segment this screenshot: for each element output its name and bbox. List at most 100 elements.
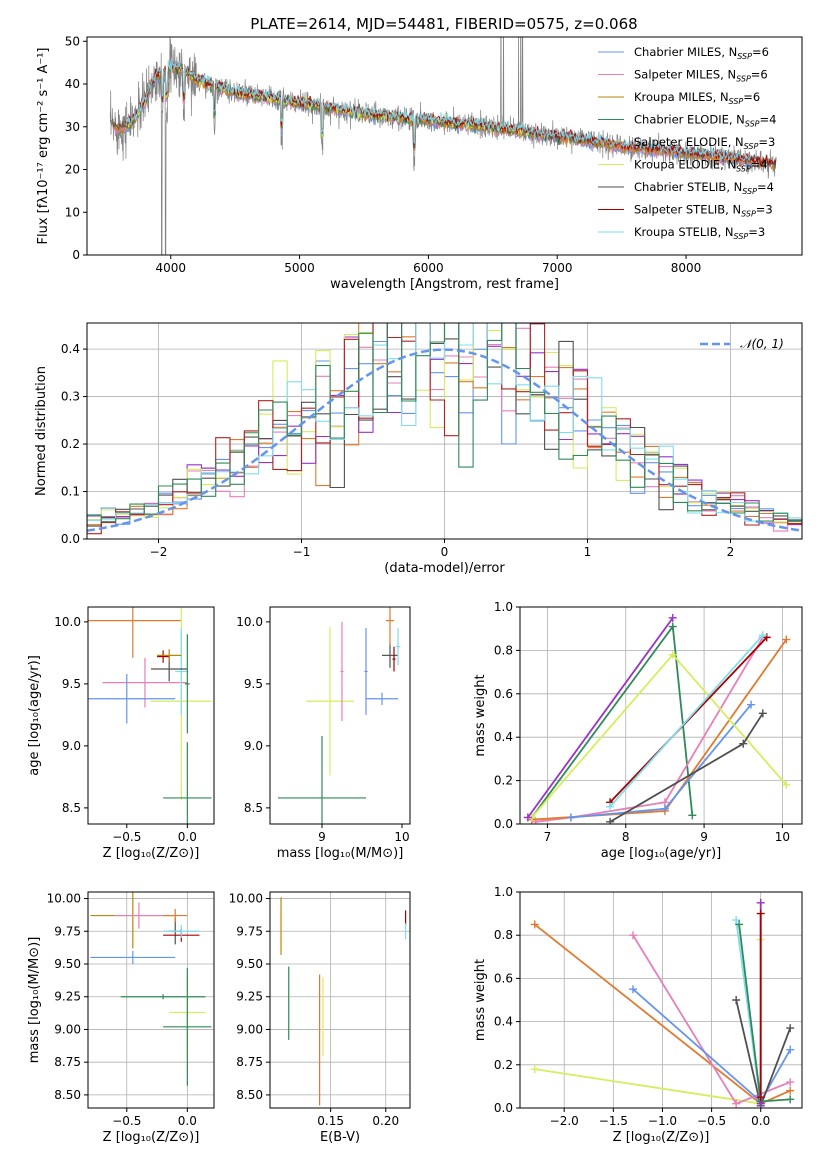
y-tick-label: 0.0 bbox=[61, 532, 80, 546]
x-tick-label: 0.0 bbox=[178, 1114, 197, 1128]
y-tick-label: 50 bbox=[65, 34, 80, 48]
legend-label-main: Chabrier STELIB, N bbox=[634, 180, 742, 194]
x-tick-label: 8 bbox=[622, 830, 630, 844]
axes-frame bbox=[269, 606, 411, 825]
histogram-series bbox=[87, 323, 802, 523]
weight-lines bbox=[530, 898, 795, 1108]
legend-label: Chabrier STELIB, NSSP=4 bbox=[634, 180, 774, 196]
y-tick-label: 30 bbox=[65, 120, 80, 134]
x-tick-label: 10 bbox=[394, 830, 409, 844]
weight-point-marker bbox=[786, 1095, 795, 1104]
y-tick-label: 8.75 bbox=[54, 1055, 81, 1069]
x-tick-label: −0.5 bbox=[112, 1114, 141, 1128]
x-axis-label: age [log₁₀(age/yr)] bbox=[601, 846, 722, 861]
age_vs_mass-chart: 9 10 8.5 9.0 9.5 10.0 mass [log₁₀(M/M⊙)] bbox=[236, 606, 411, 861]
x-axis-label: E(B-V) bbox=[320, 1130, 360, 1145]
y-tick-label: 9.50 bbox=[236, 957, 263, 971]
x-tick-label: −2 bbox=[150, 545, 168, 559]
x-axis-label: mass [log₁₀(M/M⊙)] bbox=[277, 846, 404, 861]
y-tick-label: 40 bbox=[65, 77, 80, 91]
x-tick-label: 10 bbox=[775, 830, 790, 844]
mass_vs_ebv-chart: 0.15 0.20 8.50 8.75 9.00 9.25 9.50 9.75 10.00 E(B… bbox=[229, 891, 411, 1145]
y-axis-label: age [log₁₀(age/yr)] bbox=[27, 655, 42, 776]
legend-label: Salpeter MILES, NSSP=6 bbox=[634, 68, 768, 84]
legend-label-sub: SSP bbox=[745, 120, 760, 129]
weight-point-marker bbox=[523, 813, 532, 822]
legend-label-sub: SSP bbox=[742, 187, 757, 196]
x-tick-label: 0.0 bbox=[751, 1114, 770, 1128]
legend-label-main: Salpeter ELODIE, N bbox=[634, 135, 744, 149]
y-tick-label: 10.0 bbox=[236, 615, 263, 629]
y-tick-label: 0.1 bbox=[61, 485, 80, 499]
y-tick-label: 9.5 bbox=[244, 677, 263, 691]
legend-label-sub: SSP bbox=[744, 142, 759, 151]
weight-point-marker bbox=[566, 813, 575, 822]
weight-point-marker bbox=[756, 1093, 765, 1102]
gaussian-curve bbox=[87, 348, 802, 532]
y-tick-label: 0.2 bbox=[494, 774, 513, 788]
weight-point-marker bbox=[756, 909, 765, 918]
histogram-steps bbox=[87, 323, 802, 535]
legend-label: Chabrier ELODIE, NSSP=4 bbox=[634, 113, 776, 129]
axes-frame bbox=[87, 891, 215, 1109]
x-tick-label: −1.5 bbox=[599, 1114, 628, 1128]
legend-label-main: Salpeter STELIB, N bbox=[634, 203, 741, 217]
y-tick-label: 9.0 bbox=[62, 739, 81, 753]
weight-lines bbox=[523, 613, 791, 824]
x-tick-label: −1.0 bbox=[648, 1114, 677, 1128]
weight-series-line bbox=[535, 636, 764, 823]
y-tick-label: 9.50 bbox=[54, 957, 81, 971]
axes-frame bbox=[519, 606, 803, 825]
mass_weight_vs_age-chart: 7 8 9 10 0.0 0.2 0.4 0.6 0.8 1.0 age [log₁₀(age/yr… bbox=[473, 600, 803, 861]
y-tick-label: 0.0 bbox=[494, 1101, 513, 1115]
y-tick-label: 10.00 bbox=[229, 892, 263, 906]
figure-title: PLATE=2614, MJD=54481, FIBERID=0575, z=0… bbox=[250, 15, 637, 33]
legend-label: Chabrier MILES, NSSP=6 bbox=[634, 45, 769, 61]
legend-label-suffix: =3 bbox=[756, 203, 773, 217]
y-tick-label: 1.0 bbox=[494, 600, 513, 614]
errorbars bbox=[90, 892, 212, 1086]
residual-histogram-chart: −2 −1 0 1 2 0.0 0.1 0.2 0.3 0.4 (data-model)/error… bbox=[34, 322, 803, 576]
y-tick-label: 0.4 bbox=[494, 730, 513, 744]
axes-frame bbox=[87, 606, 215, 825]
weight-point-marker bbox=[606, 817, 615, 824]
legend-label: Salpeter ELODIE, NSSP=3 bbox=[634, 135, 775, 151]
x-tick-label: 9 bbox=[318, 830, 326, 844]
spectrum-lines bbox=[109, 37, 777, 255]
y-axis-label: mass [log₁₀(M/M⊙)] bbox=[27, 937, 42, 1064]
legend-label-sub: SSP bbox=[741, 210, 756, 219]
y-tick-label: 9.25 bbox=[54, 990, 81, 1004]
axes-frame bbox=[519, 891, 803, 1109]
legend-label-suffix: =4 bbox=[751, 158, 768, 172]
y-tick-label: 0.4 bbox=[61, 342, 80, 356]
y-tick-label: 10.00 bbox=[47, 892, 81, 906]
axes-frame bbox=[86, 36, 803, 256]
weight-series-line bbox=[609, 634, 764, 808]
y-tick-label: 0.2 bbox=[61, 437, 80, 451]
legend-label: Kroupa MILES, NSSP=6 bbox=[634, 90, 760, 106]
y-tick-label: 8.5 bbox=[244, 801, 263, 815]
weight-point-marker bbox=[786, 1086, 795, 1095]
legend-label-suffix: =4 bbox=[757, 180, 774, 194]
legend-label-sub: SSP bbox=[737, 52, 752, 61]
y-tick-label: 10 bbox=[65, 205, 80, 219]
y-tick-label: 0.4 bbox=[494, 1015, 513, 1029]
x-tick-label: 8000 bbox=[671, 261, 702, 275]
y-tick-label: 0.0 bbox=[494, 817, 513, 831]
weight-point-marker bbox=[628, 985, 637, 994]
x-axis-label: (data-model)/error bbox=[384, 561, 505, 576]
legend-label-suffix: =6 bbox=[752, 45, 769, 59]
weight-point-marker bbox=[530, 1065, 539, 1074]
x-tick-label: 4000 bbox=[155, 261, 186, 275]
x-tick-label: 0.15 bbox=[317, 1114, 344, 1128]
x-tick-label: 7000 bbox=[542, 261, 573, 275]
y-tick-label: 0.8 bbox=[494, 643, 513, 657]
y-tick-label: 1.0 bbox=[494, 885, 513, 899]
weight-point-marker bbox=[786, 1078, 795, 1087]
weight-point-marker bbox=[732, 996, 741, 1004]
legend-label: 𝒩(0, 1) bbox=[740, 337, 784, 351]
legend-label-suffix: =3 bbox=[748, 225, 765, 239]
y-tick-label: 0.8 bbox=[494, 928, 513, 942]
y-tick-label: 0.3 bbox=[61, 390, 80, 404]
y-tick-label: 8.50 bbox=[54, 1088, 81, 1102]
